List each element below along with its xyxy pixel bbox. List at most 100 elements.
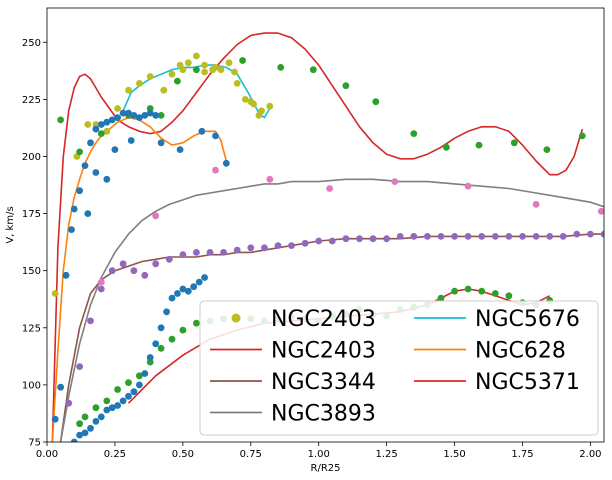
data-point-8-46 — [157, 324, 165, 332]
data-point-7-30 — [193, 319, 200, 327]
data-point-9-16 — [261, 244, 268, 252]
data-point-8-50 — [179, 285, 187, 293]
data-point-9-4 — [108, 267, 116, 275]
data-point-7-7 — [193, 66, 200, 74]
data-point-7-23 — [114, 386, 121, 393]
data-point-7-50 — [464, 285, 472, 293]
data-point-9-3 — [97, 285, 105, 293]
data-point-7-8 — [239, 57, 247, 64]
data-point-8-31 — [76, 431, 83, 439]
data-point-9-28 — [424, 233, 431, 240]
data-point-7-28 — [168, 335, 176, 343]
data-point-8-47 — [163, 308, 171, 316]
data-point-7-6 — [174, 77, 181, 85]
data-point-8-18 — [146, 109, 154, 117]
data-point-0-23 — [266, 102, 274, 110]
data-point-7-20 — [81, 413, 89, 421]
data-point-7-9 — [277, 64, 285, 71]
data-point-8-4 — [70, 205, 78, 213]
data-point-8-49 — [174, 290, 181, 297]
data-point-8-19 — [152, 112, 160, 119]
data-point-9-35 — [519, 233, 526, 240]
data-point-7-24 — [125, 379, 132, 386]
data-point-9-22 — [342, 235, 350, 243]
x-tick-label: 2.00 — [579, 449, 601, 460]
data-point-0-10 — [160, 86, 168, 94]
legend-label-2: NGC3344 — [271, 370, 376, 395]
data-point-8-37 — [108, 404, 116, 412]
series-line-3 — [59, 178, 604, 442]
data-point-8-30 — [70, 438, 78, 442]
data-point-7-18 — [578, 132, 586, 140]
data-point-8-11 — [108, 116, 116, 124]
data-point-10-6 — [464, 182, 472, 190]
data-point-9-12 — [206, 249, 214, 256]
data-point-0-9 — [146, 73, 154, 80]
data-point-0-25 — [201, 68, 209, 76]
data-point-7-51 — [478, 287, 486, 295]
data-point-0-7 — [125, 86, 132, 94]
data-point-7-15 — [475, 141, 483, 149]
data-point-9-34 — [505, 233, 513, 240]
data-point-8-52 — [190, 283, 198, 291]
data-point-7-17 — [543, 146, 551, 154]
y-tick-label: 225 — [22, 95, 41, 106]
data-point-8-34 — [92, 418, 100, 425]
data-point-8-35 — [97, 413, 105, 421]
data-point-0-8 — [136, 80, 143, 87]
data-point-0-13 — [184, 59, 192, 67]
data-point-8-28 — [212, 132, 219, 140]
x-tick-label: 1.50 — [443, 449, 465, 460]
data-point-7-29 — [179, 326, 187, 334]
data-point-0-15 — [201, 61, 209, 69]
data-point-7-19 — [76, 420, 83, 428]
data-point-0-28 — [247, 98, 255, 106]
data-point-10-2 — [212, 166, 219, 174]
data-point-8-10 — [103, 118, 111, 126]
data-point-9-25 — [383, 235, 390, 243]
x-tick-label: 0.25 — [104, 449, 126, 460]
data-point-7-27 — [157, 344, 165, 352]
data-point-8-26 — [176, 146, 184, 154]
y-tick-label: 100 — [22, 380, 41, 391]
data-point-9-13 — [220, 249, 228, 256]
data-point-8-41 — [130, 388, 138, 396]
legend-label-5: NGC628 — [475, 339, 566, 364]
legend-box — [199, 300, 599, 436]
data-point-8-25 — [157, 139, 165, 147]
data-point-9-41 — [600, 230, 604, 238]
data-point-0-18 — [225, 59, 233, 67]
data-point-9-15 — [247, 244, 255, 252]
data-point-7-1 — [76, 148, 83, 156]
x-axis-label: R/R25 — [311, 463, 341, 474]
data-point-9-19 — [301, 239, 309, 247]
legend-handle-0 — [231, 313, 241, 323]
x-tick-label: 0.00 — [36, 449, 58, 460]
data-point-8-36 — [103, 406, 111, 414]
data-point-7-16 — [510, 139, 518, 147]
data-point-0-6 — [114, 105, 121, 112]
data-point-0-11 — [168, 70, 176, 78]
data-point-8-39 — [119, 397, 127, 405]
data-point-9-21 — [328, 237, 336, 245]
data-point-8-33 — [87, 424, 94, 432]
data-point-8-53 — [195, 278, 203, 286]
data-point-7-49 — [451, 287, 458, 295]
data-point-8-24 — [127, 137, 135, 144]
data-point-9-27 — [410, 233, 418, 240]
data-point-7-2 — [97, 130, 105, 138]
data-point-8-29 — [222, 159, 230, 167]
y-tick-label: 75 — [28, 438, 41, 449]
data-point-8-12 — [114, 114, 121, 121]
legend-label-4: NGC5676 — [475, 307, 580, 332]
data-point-0-27 — [231, 68, 238, 76]
data-point-8-20 — [84, 210, 92, 218]
data-point-9-31 — [464, 233, 472, 240]
data-point-0-20 — [241, 96, 249, 103]
data-point-8-7 — [87, 139, 94, 147]
data-point-8-5 — [76, 187, 83, 195]
data-point-9-2 — [87, 317, 94, 325]
data-point-8-8 — [92, 125, 100, 133]
data-point-9-40 — [587, 230, 594, 238]
data-point-9-6 — [130, 267, 138, 275]
